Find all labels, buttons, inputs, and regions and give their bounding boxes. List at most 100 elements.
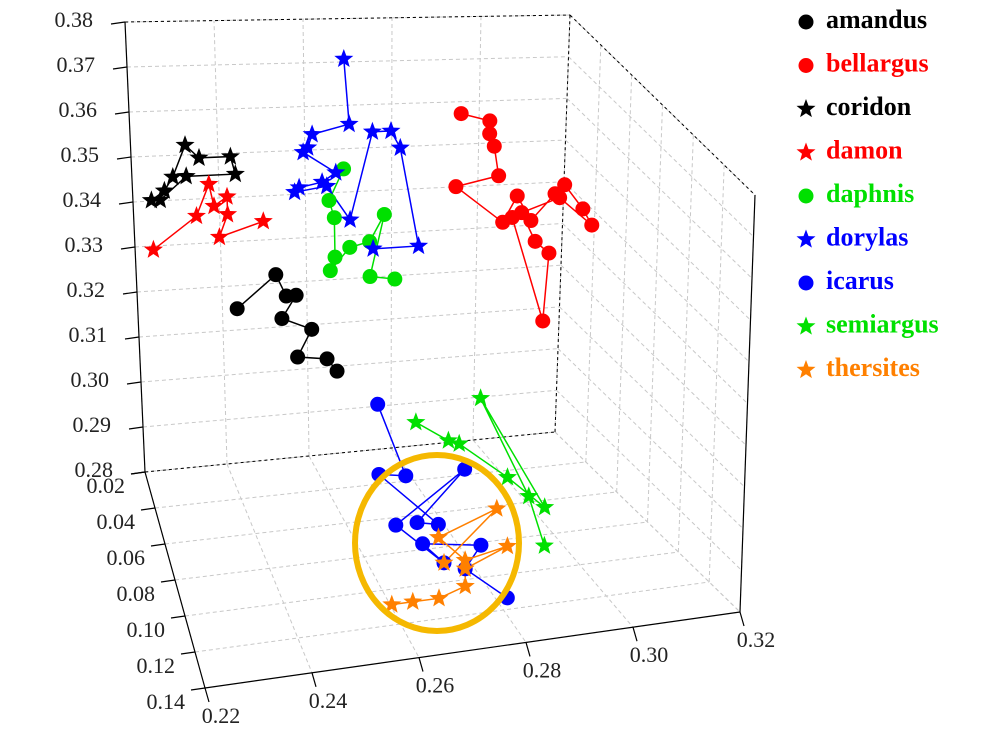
x-tick [632,627,638,642]
data-point [406,412,426,431]
x-tick [311,672,317,687]
x-tick-label: 0.30 [630,642,669,667]
data-point [448,179,464,195]
legend: amandus bellargus coridon damon daphnis doryl… [796,5,939,382]
legend-marker [798,14,814,30]
grid-line [557,348,744,529]
data-point [312,172,332,191]
z-tick [128,426,144,430]
z-tick [114,111,130,115]
data-point [288,287,304,303]
z-tick [120,246,136,250]
z-tick-label: 0.34 [63,187,102,212]
legend-label: daphnis [826,179,914,208]
y-tick [170,615,186,619]
data-point [455,576,475,595]
data-point [527,233,543,249]
z-tick-label: 0.30 [71,367,110,392]
z-tick [112,66,128,70]
grid-line [132,181,565,203]
grid-line [390,17,393,449]
data-point [491,168,507,184]
grid-line [560,264,747,446]
data-point [326,210,342,226]
legend-label: semiargus [826,309,939,338]
data-point [430,516,446,532]
data-point [290,349,306,365]
y-tick-label: 0.10 [127,617,166,642]
y-tick-label: 0.14 [147,689,186,714]
z-tick-label: 0.35 [61,142,100,167]
data-point [434,552,454,571]
data-point [504,209,520,225]
data-point [304,321,320,337]
x-tick [418,657,424,672]
y-tick-label: 0.06 [107,545,146,570]
data-point [302,124,322,143]
grid-line [565,139,751,321]
data-point [225,164,245,183]
z-tick-label: 0.37 [57,52,96,77]
y-tick [150,543,166,547]
highlight-ring [352,452,522,634]
data-point [471,388,491,407]
data-point [321,192,337,208]
series-line [391,508,508,606]
x-tick [204,687,210,703]
data-point [498,467,517,486]
data-point [403,591,423,610]
data-point [482,126,498,142]
legend-label: icarus [826,266,894,295]
grid-line [136,264,562,293]
legend-marker [798,188,814,204]
data-point [334,49,354,67]
y-tick-label: 0.12 [137,653,176,678]
data-point [381,121,401,140]
data-point [189,147,209,166]
data-point [218,204,238,223]
series-line [292,58,420,250]
data-point [482,113,498,129]
data-point [317,176,337,195]
data-point [362,121,382,140]
legend-label: amandus [826,5,927,34]
legend-marker [796,142,816,161]
data-point [199,174,219,193]
data-point [187,206,206,225]
grid-line [174,521,648,581]
grid-line [556,389,742,571]
data-point [388,517,404,533]
data-point [339,114,359,133]
data-point [274,311,290,327]
legend-marker [796,360,816,379]
data-point [387,271,403,287]
data-point [497,536,517,555]
grid-line [134,223,563,248]
data-point [220,146,240,165]
grid-line [559,306,745,488]
z-tick [118,201,134,205]
data-point [322,263,338,279]
data-point [342,239,358,255]
data-point [519,486,539,505]
data-point [327,249,343,265]
data-point [143,239,163,258]
data-point [575,201,591,217]
data-point [429,527,448,546]
data-point [319,351,335,367]
z-tick-label: 0.28 [75,457,114,482]
frame-edge [739,194,756,613]
grid-layer: 0.22 0.24 0.26 0.28 0.30 0.32 0.02 0.04 0.06 0.08… [55,7,776,728]
grid-line [677,134,694,553]
grid-line [154,461,586,509]
legend-marker [796,229,816,248]
z-tick [126,381,142,385]
x-tick-label: 0.24 [309,688,348,713]
data-point [209,227,229,246]
data-point [409,515,425,531]
z-tick [110,21,126,25]
y-tick [140,507,156,511]
grid-line [562,223,748,404]
z-tick-label: 0.32 [67,277,106,302]
